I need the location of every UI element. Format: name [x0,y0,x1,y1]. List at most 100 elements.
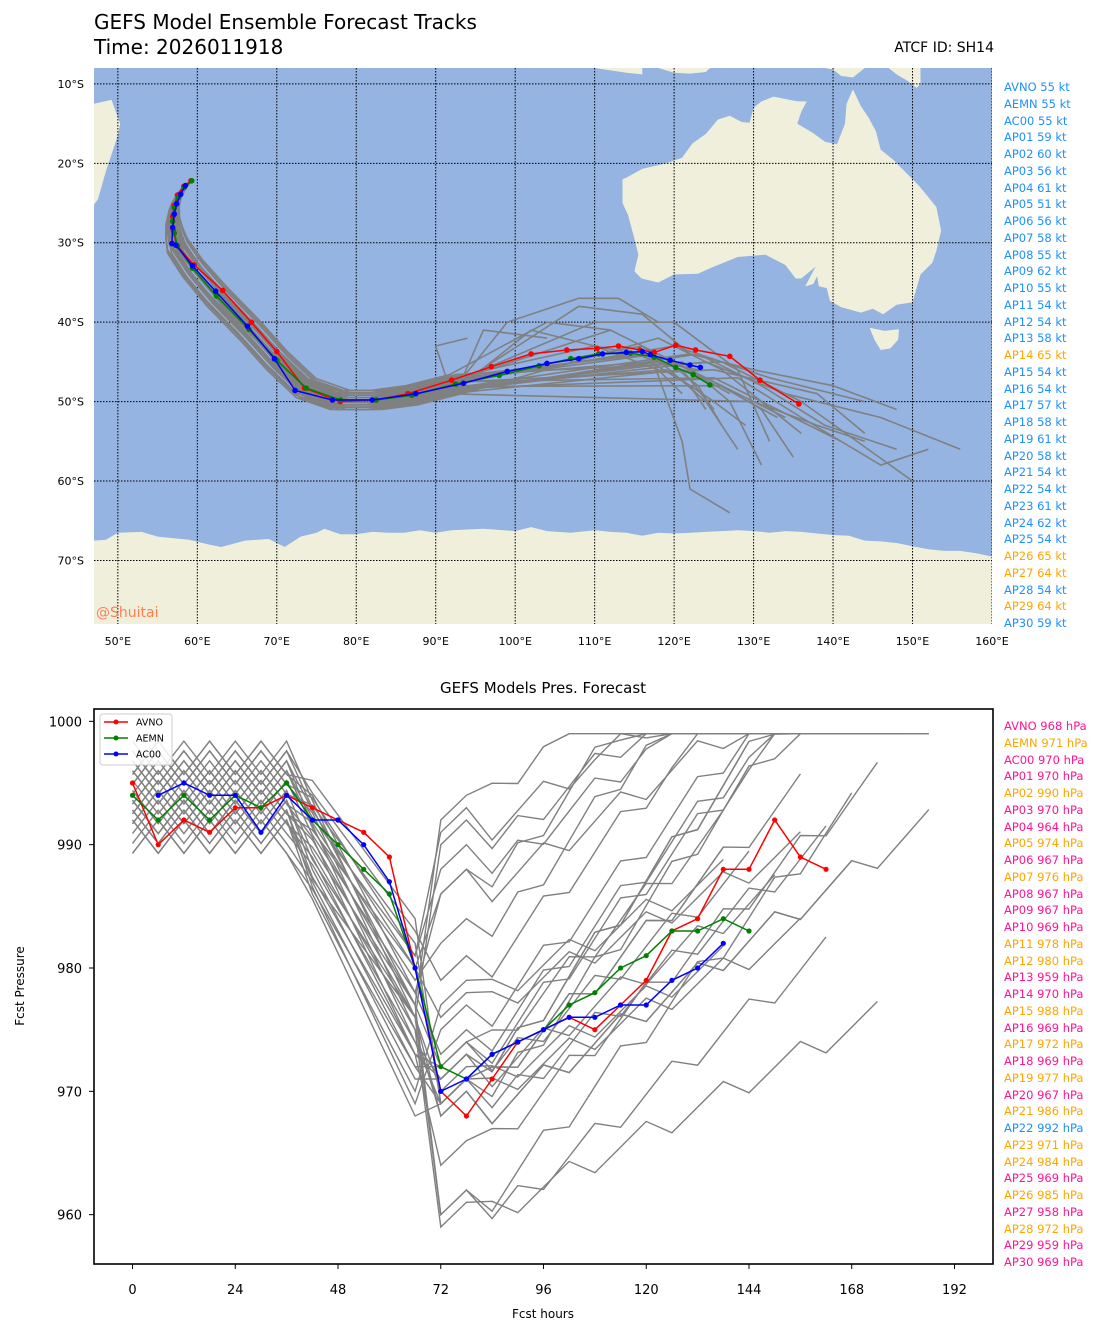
pressure-label: AP01 970 hPa [1004,769,1084,784]
pressure-point-avno [155,842,161,848]
track-point-ac00 [171,211,178,217]
pressure-ylabel: Fcst Pressure [13,946,27,1026]
pressure-point-avno [669,928,675,934]
pressure-point-avno [232,805,238,811]
member-pressure-line [131,740,750,1080]
lat-tick-label: 10°S [58,78,84,91]
member-pressure-line [131,733,852,982]
intensity-label: AP06 56 kt [1004,214,1067,228]
intensity-label: AVNO 55 kt [1004,80,1070,94]
member-pressure-line [131,733,904,1020]
pressure-point-ac00 [284,792,290,798]
pressure-point-aemn [181,792,187,798]
pressure-point-ac00 [361,842,367,848]
pressure-point-aemn [155,817,161,823]
pressure-point-avno [438,1088,444,1094]
lon-tick-label: 140°E [816,635,849,648]
track-point-ac00 [697,364,704,371]
pressure-point-aemn [206,817,213,823]
pressure-point-avno [463,1113,470,1119]
intensity-label: AC00 55 kt [1004,113,1068,128]
pressure-label: AP24 984 hPa [1004,1154,1084,1169]
member-pressure-line [131,733,929,1056]
pressure-label: AP06 967 hPa [1004,853,1084,867]
intensity-label: AP05 51 kt [1004,197,1067,212]
pressure-point-avno [206,829,213,835]
pressure-point-avno [284,792,290,798]
intensity-label: AP04 61 kt [1004,180,1067,195]
pressure-point-avno [258,805,264,811]
pressure-label: AP07 976 hPa [1004,869,1084,884]
member-pressure-line [131,749,853,1217]
member-pressure-line [131,798,827,1109]
track-point-ac00 [292,387,298,394]
pressure-label: AP22 992 hPa [1004,1121,1084,1135]
track-point-ac00 [575,355,582,362]
x-tick-label: 168 [839,1283,864,1298]
legend-swatch-marker [113,719,119,725]
member-pressure-line [131,733,878,1007]
x-tick-label: 120 [634,1283,659,1298]
intensity-label: AP13 58 kt [1004,331,1067,346]
pressure-point-ac00 [695,965,701,971]
member-pressure-line [131,749,853,1125]
pressure-point-avno [695,916,701,922]
pressure-point-avno [540,1027,547,1033]
legend-label: AVNO [136,718,163,729]
pressure-point-ac00 [155,792,161,798]
land-antarctica [94,527,992,624]
intensity-label: AP14 65 kt [1004,348,1067,362]
track-point-ac00 [667,357,673,364]
track-point-aemn [690,371,696,378]
intensity-label: AP21 54 kt [1004,465,1067,480]
pressure-point-avno [643,977,649,983]
x-tick-label: 192 [942,1283,967,1298]
legend-label: AEMN [136,734,164,745]
track-point-avno [692,347,699,353]
pressure-point-avno [386,854,392,860]
land-tasmania [869,327,899,350]
pressure-point-aemn [720,916,726,922]
pressure-line-avno [131,782,827,1118]
pressure-point-ac00 [643,1002,649,1008]
track-point-aemn [303,385,309,391]
pressure-label: AP18 969 hPa [1004,1054,1084,1068]
intensity-label: AP03 56 kt [1004,163,1067,178]
pressure-line-aemn [131,781,750,1080]
intensity-label: AP27 64 kt [1004,565,1067,580]
pressure-point-aemn [566,1002,572,1008]
pressure-point-aemn [643,953,649,959]
pressure-point-avno [592,1027,598,1033]
pressure-label: AVNO 968 hPa [1004,719,1087,733]
track-point-aemn [707,382,713,388]
track-point-ac00 [271,355,278,362]
pressure-point-aemn [515,1039,521,1045]
lat-tick-label: 70°S [58,554,84,567]
pressure-member-lines [131,732,930,1229]
land-masses [94,68,992,624]
track-point-ac00 [244,323,251,329]
member-pressure-line [131,761,878,1167]
pressure-point-avno [772,817,778,823]
intensity-label: AEMN 55 kt [1004,96,1071,111]
track-point-ac00 [413,390,419,397]
pressure-point-ac00 [540,1027,547,1033]
track-point-ac00 [329,397,336,403]
track-point-avno [248,319,255,325]
lon-tick-label: 80°E [343,635,369,648]
pressure-label: AC00 970 hPa [1004,752,1085,767]
pressure-label: AP13 959 hPa [1004,970,1084,985]
track-point-ac00 [647,351,654,358]
intensity-label: AP29 64 kt [1004,599,1067,614]
pressure-point-ac00 [617,1002,624,1008]
member-pressure-line [131,789,878,1229]
track-point-avno [488,363,495,370]
intensity-label: AP24 62 kt [1004,515,1067,530]
lon-tick-label: 60°E [184,635,210,648]
pressure-point-ac00 [206,792,213,798]
pressure-point-aemn [489,1051,495,1057]
y-tick-label: 960 [57,1209,82,1224]
intensity-label: AP16 54 kt [1004,381,1067,396]
pressure-label: AP27 958 hPa [1004,1204,1084,1219]
member-pressure-line [131,733,904,1106]
